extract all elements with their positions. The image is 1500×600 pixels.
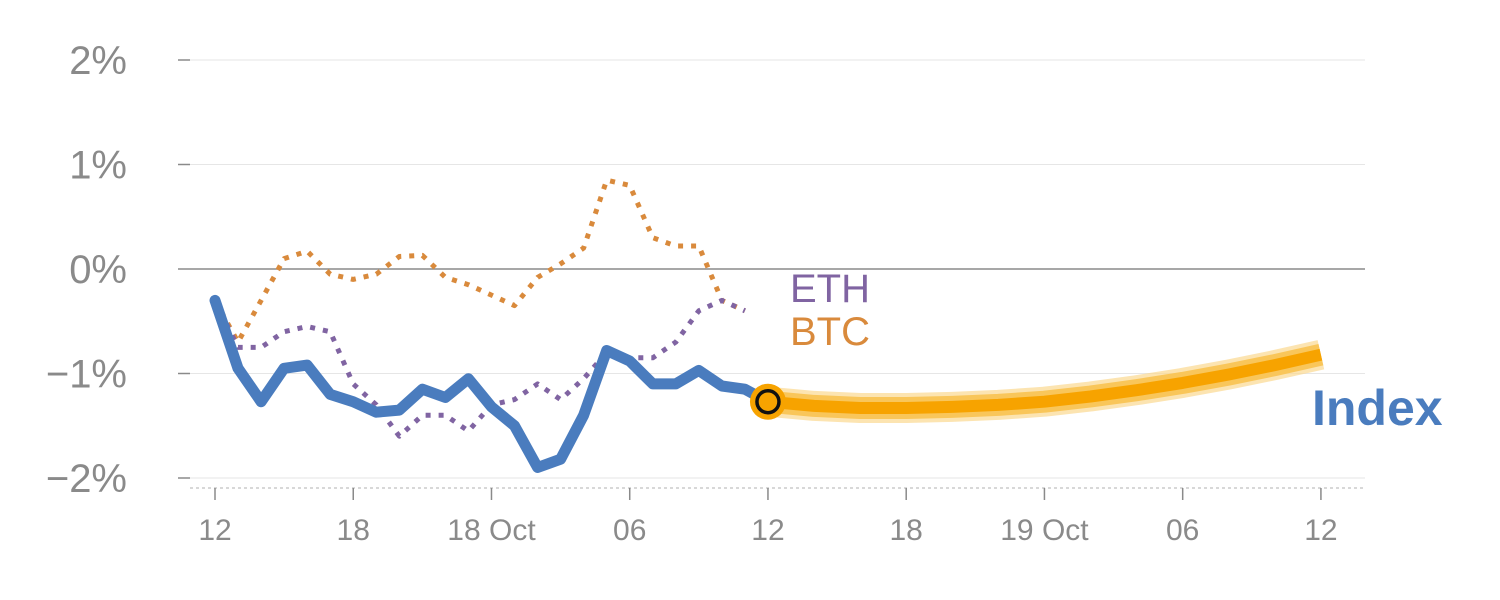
x-tick-label: 06 bbox=[613, 514, 646, 547]
series-label-btc: BTC bbox=[790, 310, 870, 354]
y-axis: 2% 1% 0% −1% −2% bbox=[46, 39, 190, 501]
series-eth-line bbox=[212, 297, 746, 439]
x-tick-label: 06 bbox=[1166, 514, 1199, 547]
x-tick-label: 19 Oct bbox=[1000, 514, 1089, 547]
forecast-line bbox=[767, 348, 1323, 414]
x-tick-label: 12 bbox=[1304, 514, 1337, 547]
x-tick-label: 18 Oct bbox=[447, 514, 536, 547]
x-tick-label: 12 bbox=[751, 514, 784, 547]
x-tick-label: 18 bbox=[890, 514, 923, 547]
series-btc-line bbox=[212, 177, 746, 345]
y-tick-label: 1% bbox=[69, 144, 127, 188]
y-tick-label: 2% bbox=[69, 39, 127, 83]
series-label-index: Index bbox=[1312, 380, 1443, 436]
series-index-line bbox=[209, 294, 774, 473]
y-tick-label: −2% bbox=[46, 457, 127, 501]
label-layer: ETH BTC Index bbox=[790, 267, 1443, 436]
x-tick-label: 12 bbox=[198, 514, 231, 547]
y-tick-label: −1% bbox=[46, 353, 127, 397]
x-axis: 12 18 18 Oct 06 12 18 19 Oct 06 12 bbox=[198, 488, 1338, 547]
series-label-eth: ETH bbox=[790, 267, 870, 311]
series-layer bbox=[209, 177, 1325, 473]
current-point-marker bbox=[755, 388, 781, 415]
x-tick-label: 18 bbox=[337, 514, 370, 547]
y-tick-label: 0% bbox=[69, 248, 127, 292]
